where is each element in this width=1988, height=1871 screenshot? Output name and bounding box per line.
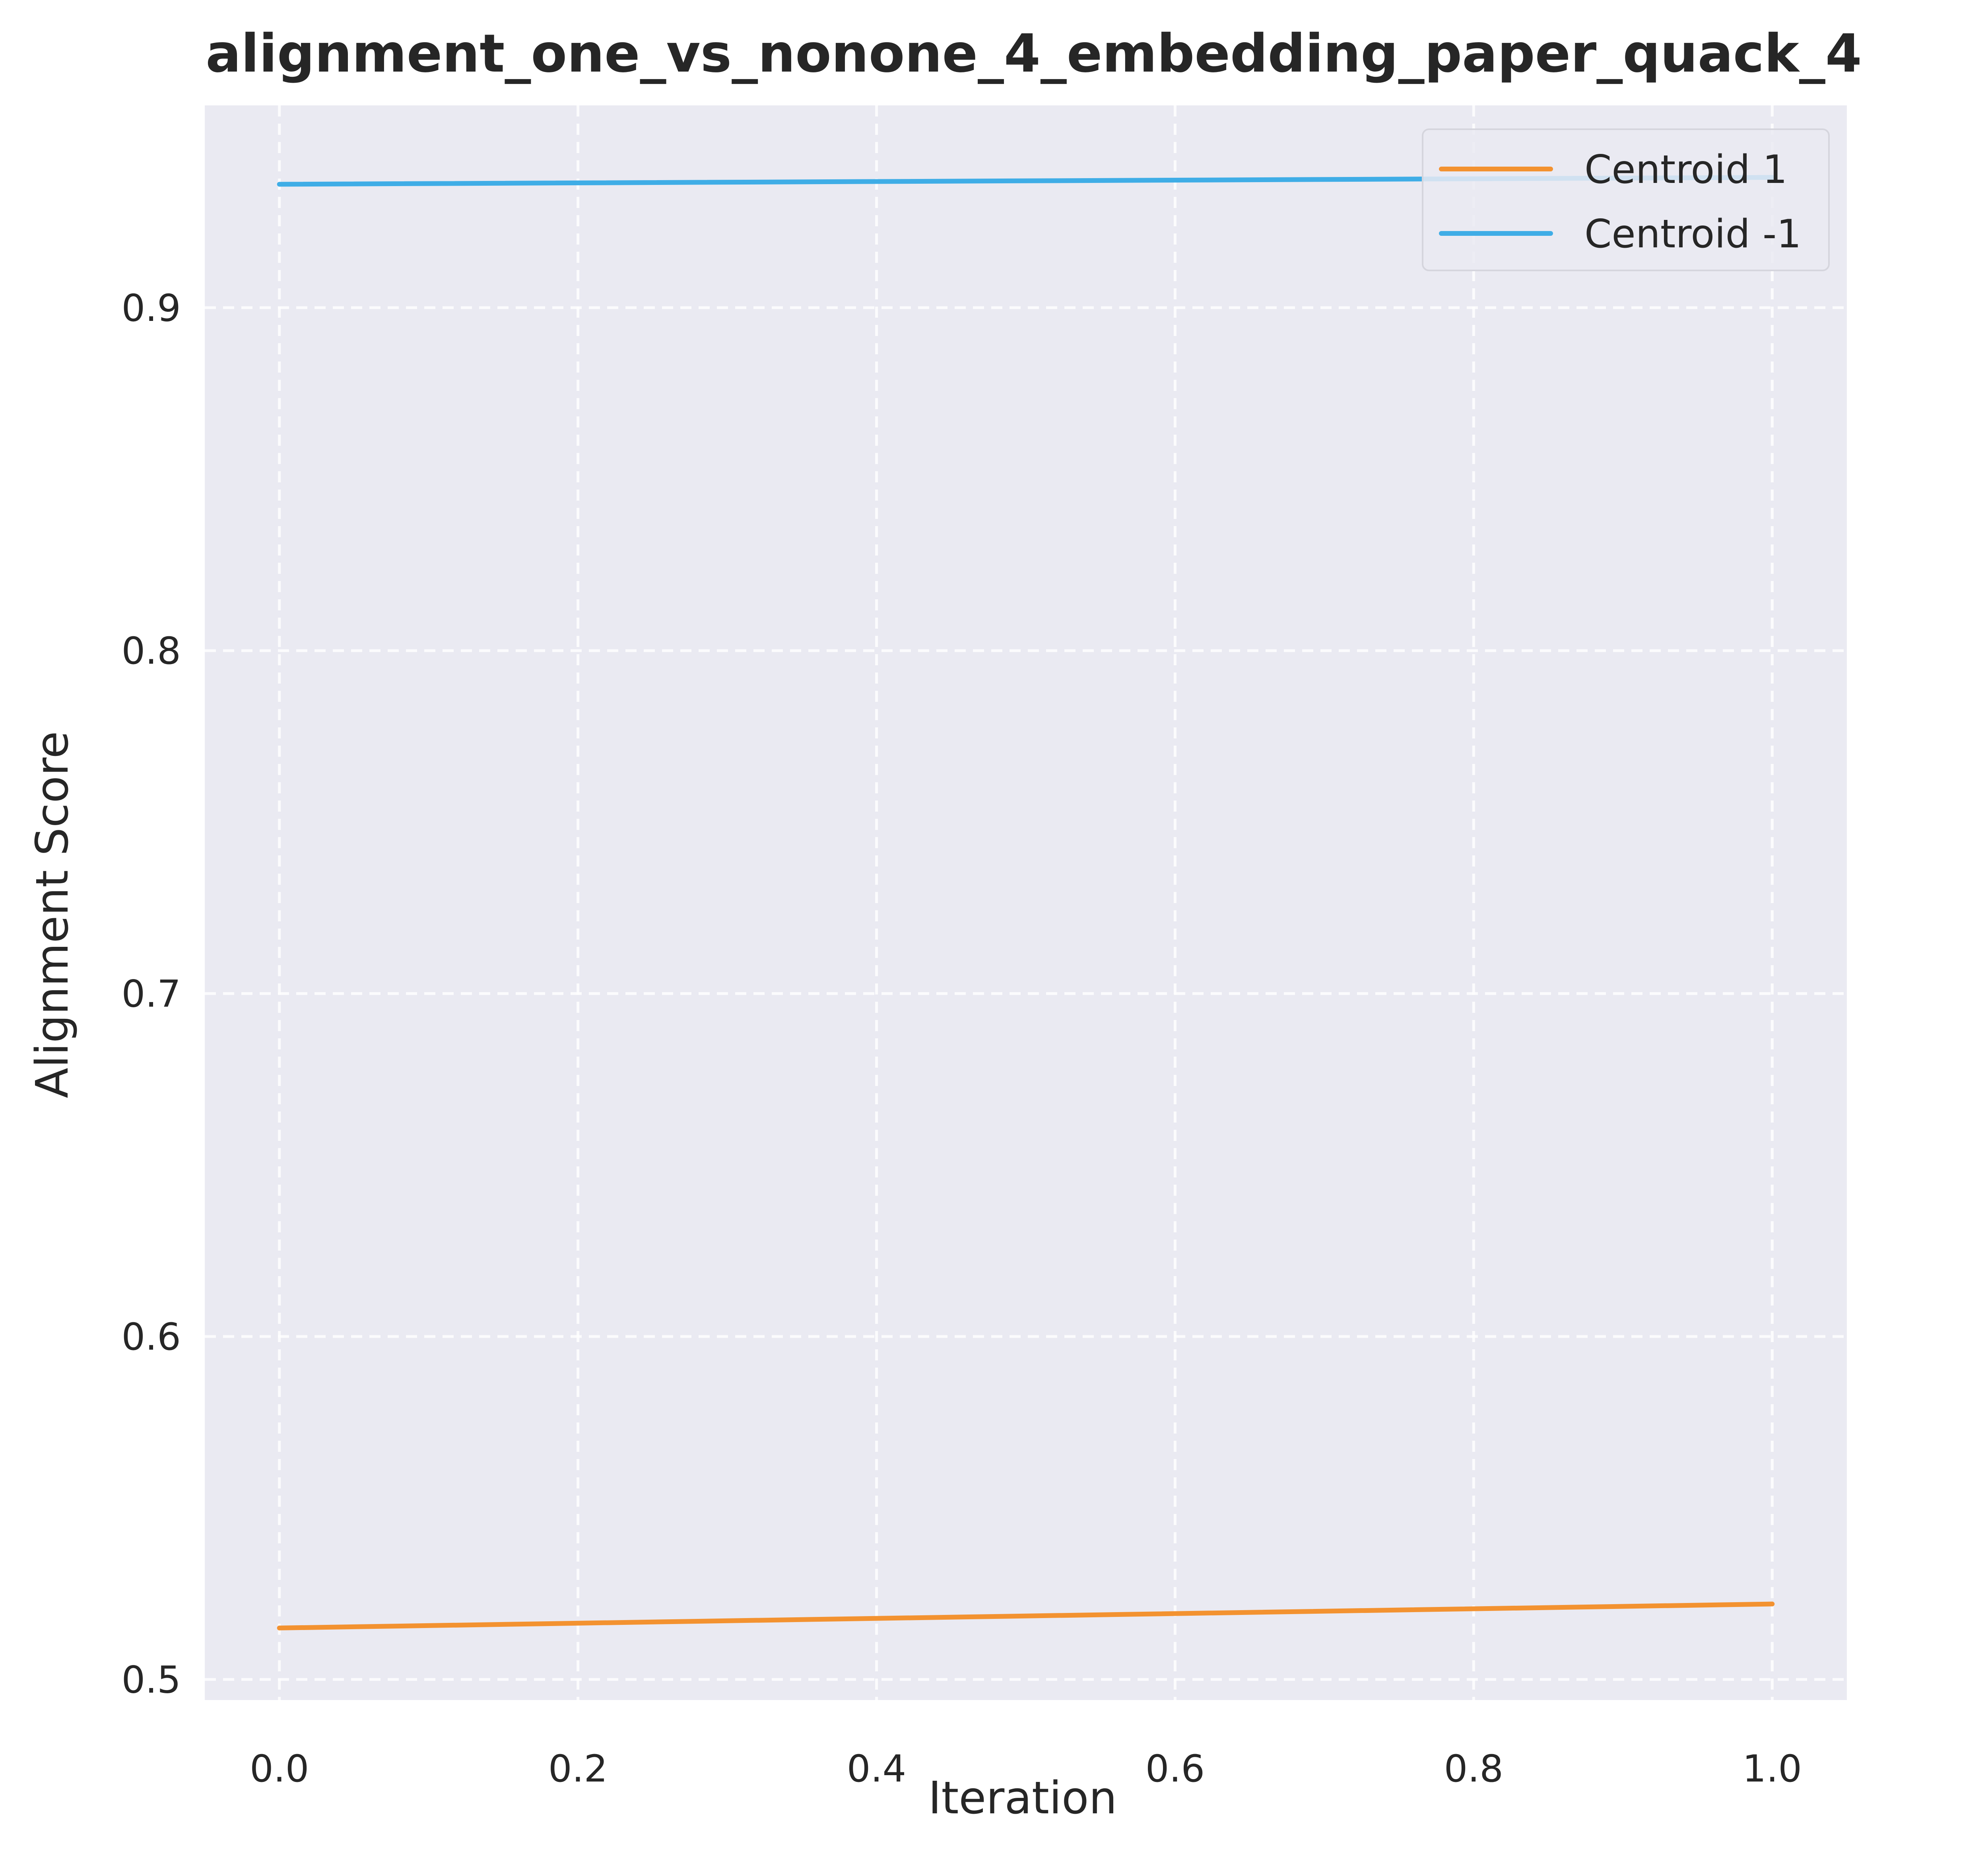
legend-label-0: Centroid 1	[1584, 147, 1787, 192]
x-tick-label-4: 0.8	[1444, 1747, 1504, 1791]
y-axis-label: Alignment Score	[27, 731, 78, 1098]
x-tick-label-2: 0.4	[847, 1747, 907, 1791]
legend-label-1: Centroid -1	[1584, 212, 1802, 257]
grid	[205, 105, 1847, 1700]
x-tick-label-0: 0.0	[250, 1747, 309, 1791]
tick-labels: 0.0 0.2 0.4 0.6 0.8 1.0 0.5 0.6 0.7 0.8 0.9	[122, 287, 1802, 1791]
legend: Centroid 1 Centroid -1	[1422, 128, 1830, 271]
series-line-0	[277, 1601, 1775, 1630]
x-axis-label: Iteration	[928, 1772, 1117, 1824]
chart-title: alignment_one_vs_nonone_4_embedding_pape…	[206, 23, 1862, 84]
plot-area	[205, 105, 1847, 1700]
x-tick-label-3: 0.6	[1145, 1747, 1205, 1791]
y-tick-label-3: 0.8	[122, 629, 181, 673]
y-tick-label-2: 0.7	[122, 973, 181, 1016]
y-tick-label-0: 0.5	[122, 1658, 181, 1702]
y-tick-label-1: 0.6	[122, 1315, 181, 1359]
x-tick-label-1: 0.2	[548, 1747, 608, 1791]
x-tick-label-5: 1.0	[1743, 1747, 1802, 1791]
y-tick-label-4: 0.9	[122, 287, 181, 330]
